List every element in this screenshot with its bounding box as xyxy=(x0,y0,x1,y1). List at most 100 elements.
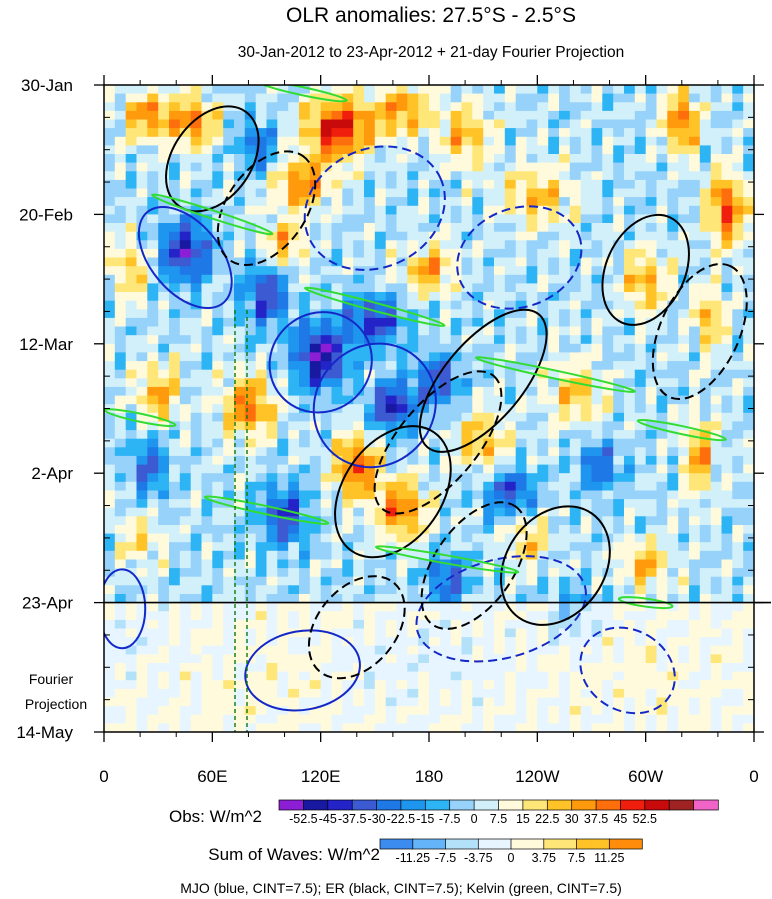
olr-cell xyxy=(721,473,733,483)
olr-cell xyxy=(179,309,192,319)
olr-cell xyxy=(526,490,538,500)
olr-cell xyxy=(537,723,549,732)
olr-cell xyxy=(244,119,257,129)
olr-cell xyxy=(418,283,430,293)
olr-cell xyxy=(374,162,387,172)
olr-cell xyxy=(266,550,278,560)
olr-cell xyxy=(515,145,528,155)
olr-cell xyxy=(201,162,213,172)
olr-cell xyxy=(136,455,148,466)
olr-cell xyxy=(710,611,723,621)
olr-cell xyxy=(721,223,733,233)
olr-cell xyxy=(721,136,733,146)
olr-cell xyxy=(266,602,278,612)
olr-cell xyxy=(385,611,398,621)
olr-cell xyxy=(407,162,419,172)
olr-cell xyxy=(244,619,257,630)
olr-cell xyxy=(602,525,614,535)
olr-cell xyxy=(483,292,495,302)
olr-cell xyxy=(169,473,181,483)
olr-cell xyxy=(125,438,138,448)
olr-cell xyxy=(602,628,614,638)
olr-cell xyxy=(385,188,398,198)
olr-cell xyxy=(667,619,679,630)
olr-cell xyxy=(223,619,235,630)
olr-cell xyxy=(515,317,528,328)
olr-cell xyxy=(125,248,138,259)
olr-cell xyxy=(169,585,181,595)
olr-cell xyxy=(634,223,647,233)
olr-cell xyxy=(699,619,712,630)
olr-cell xyxy=(190,119,203,129)
olr-cell xyxy=(158,568,170,578)
olr-cell xyxy=(407,507,419,517)
olr-cell xyxy=(559,671,571,681)
olr-cell xyxy=(624,533,636,543)
olr-cell xyxy=(678,85,690,95)
olr-cell xyxy=(721,706,733,716)
olr-cell xyxy=(136,266,148,276)
olr-cell xyxy=(288,369,300,379)
olr-cell xyxy=(374,154,387,164)
olr-cell xyxy=(201,481,213,491)
olr-cell xyxy=(710,231,723,241)
olr-cell xyxy=(136,154,148,164)
olr-cell xyxy=(591,128,603,138)
olr-cell xyxy=(179,680,192,690)
olr-cell xyxy=(255,438,268,448)
olr-cell xyxy=(624,559,636,569)
olr-cell xyxy=(125,171,138,181)
olr-cell xyxy=(732,542,744,552)
olr-cell xyxy=(526,542,538,552)
olr-cell xyxy=(645,499,658,509)
olr-cell xyxy=(439,136,452,146)
olr-cell xyxy=(450,645,463,655)
olr-cell xyxy=(418,723,430,732)
olr-cell xyxy=(309,223,322,233)
olr-cell xyxy=(559,464,571,474)
olr-cell xyxy=(450,697,463,707)
olr-cell xyxy=(342,162,354,172)
olr-cell xyxy=(190,240,203,250)
olr-cell xyxy=(158,525,170,535)
olr-cell xyxy=(580,343,593,353)
olr-cell xyxy=(266,326,278,336)
olr-cell xyxy=(223,602,235,612)
olr-cell xyxy=(169,352,181,362)
olr-cell xyxy=(710,343,723,353)
olr-cell xyxy=(483,568,495,578)
olr-cell xyxy=(223,110,235,121)
olr-cell xyxy=(450,395,463,405)
olr-cell xyxy=(223,680,235,690)
olr-cell xyxy=(450,525,463,535)
olr-cell xyxy=(569,309,582,319)
olr-cell xyxy=(548,611,560,621)
olr-cell xyxy=(125,723,138,732)
olr-cell xyxy=(613,171,625,181)
olr-cell xyxy=(244,525,257,535)
olr-cell xyxy=(548,197,560,207)
olr-cell xyxy=(342,352,354,362)
olr-cell xyxy=(494,663,506,673)
olr-cell xyxy=(385,688,398,699)
olr-cell xyxy=(439,248,452,259)
olr-cell xyxy=(418,266,430,276)
olr-cell xyxy=(515,352,528,362)
olr-cell xyxy=(169,309,181,319)
olr-cell xyxy=(689,714,701,724)
olr-cell xyxy=(396,663,408,673)
olr-cell xyxy=(732,723,744,732)
olr-cell xyxy=(526,136,538,146)
olr-cell xyxy=(721,412,733,422)
olr-cell xyxy=(548,490,560,500)
olr-cell xyxy=(190,309,203,319)
olr-cell xyxy=(223,205,235,215)
olr-cell xyxy=(667,499,679,509)
olr-cell xyxy=(537,585,549,595)
olr-cell xyxy=(223,697,235,707)
olr-cell xyxy=(483,326,495,336)
olr-cell xyxy=(277,473,289,483)
olr-cell xyxy=(678,516,690,526)
olr-cell xyxy=(689,585,701,595)
olr-cell xyxy=(743,369,754,379)
